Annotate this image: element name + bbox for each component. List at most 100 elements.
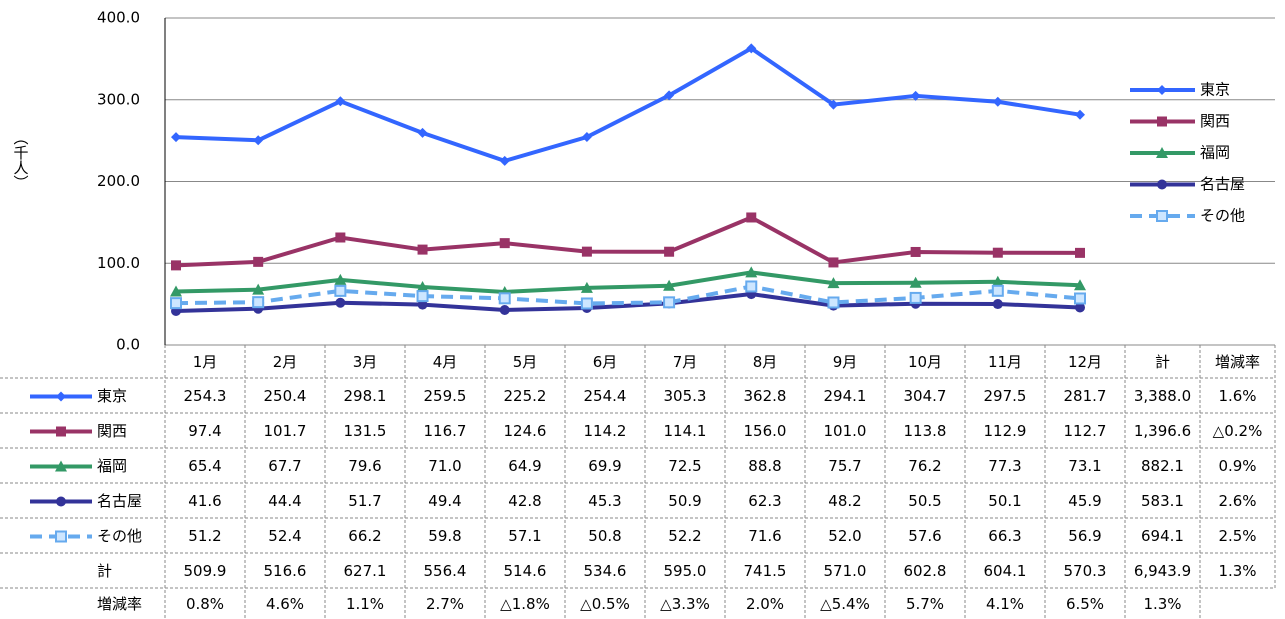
x-tick-label: 1月: [193, 353, 218, 371]
data-point: [828, 257, 839, 268]
row-label: 東京: [97, 387, 127, 405]
legend-label: 関西: [1200, 112, 1230, 130]
table-cell: 50.9: [668, 492, 701, 510]
row-label: 福岡: [97, 457, 127, 475]
data-point: [498, 292, 511, 305]
table-cell: 1.3%: [1143, 595, 1181, 613]
table-cell: 114.2: [584, 422, 627, 440]
table-cell: 6.5%: [1066, 595, 1104, 613]
table-cell: 2.7%: [426, 595, 464, 613]
table-cell: 114.1: [664, 422, 707, 440]
y-tick-label: 100.0: [97, 254, 140, 272]
data-point: [827, 277, 840, 289]
table-cell: 516.6: [264, 562, 307, 580]
table-cell: 882.1: [1141, 457, 1184, 475]
table-legend-marker: [56, 426, 66, 437]
table-cell: 112.9: [984, 422, 1027, 440]
table-cell: 59.8: [428, 527, 461, 545]
data-point: [909, 291, 922, 304]
data-point: [252, 283, 265, 295]
x-tick-label: 4月: [433, 353, 458, 371]
table-cell: 297.5: [984, 387, 1027, 405]
data-point: [746, 43, 757, 54]
y-tick-label: 400.0: [97, 9, 140, 27]
table-cell: 254.4: [584, 387, 627, 405]
table-cell: 101.7: [264, 422, 307, 440]
data-point: [991, 284, 1004, 297]
table-cell: 1,396.6: [1134, 422, 1191, 440]
row-label: その他: [97, 527, 142, 545]
data-point: [664, 90, 675, 101]
table-cell: 534.6: [584, 562, 627, 580]
data-point: [581, 246, 592, 257]
data-point: [171, 132, 181, 143]
legend-marker: [1157, 85, 1167, 95]
legend-label: 東京: [1200, 81, 1230, 99]
table-cell: 156.0: [744, 422, 787, 440]
data-point: [663, 296, 676, 309]
table-cell: 124.6: [504, 422, 547, 440]
table-cell: 3,388.0: [1134, 387, 1191, 405]
table-cell: 77.3: [988, 457, 1021, 475]
data-point: [991, 275, 1004, 287]
data-point: [663, 279, 676, 291]
data-point: [910, 90, 921, 101]
table-cell: 694.1: [1141, 527, 1184, 545]
data-point: [170, 285, 182, 297]
legend-label: その他: [1200, 207, 1245, 225]
data-point: [335, 297, 346, 308]
data-point: [253, 256, 264, 267]
table-cell: 50.8: [588, 527, 621, 545]
data-point: [745, 266, 758, 278]
table-cell: 112.7: [1064, 422, 1107, 440]
table-cell: 2.0%: [746, 595, 784, 613]
data-point: [334, 273, 347, 285]
data-point: [416, 280, 429, 292]
data-point: [1075, 302, 1085, 313]
table-cell: 741.5: [744, 562, 787, 580]
table-cell: 305.3: [664, 387, 707, 405]
x-tick-label: 11月: [988, 353, 1022, 371]
data-point: [745, 280, 758, 293]
table-cell: 71.0: [428, 457, 461, 475]
table-cell: 595.0: [664, 562, 707, 580]
table-cell: 509.9: [184, 562, 227, 580]
table-cell: 62.3: [748, 492, 781, 510]
table-cell: 131.5: [344, 422, 387, 440]
table-cell: 556.4: [424, 562, 467, 580]
data-point: [499, 238, 510, 249]
table-cell: 45.9: [1068, 492, 1101, 510]
data-point: [171, 260, 181, 271]
table-cell: 41.6: [188, 492, 221, 510]
table-cell: 73.1: [1068, 457, 1101, 475]
table-cell: 225.2: [504, 387, 547, 405]
legend-label: 名古屋: [1200, 175, 1245, 193]
table-cell: 571.0: [824, 562, 867, 580]
row-label: 名古屋: [97, 492, 142, 510]
data-point: [580, 297, 593, 310]
data-point: [664, 246, 675, 257]
table-cell: 97.4: [188, 422, 221, 440]
table-cell: 45.3: [588, 492, 621, 510]
data-point: [992, 299, 1003, 310]
y-tick-label: 0.0: [116, 336, 140, 354]
table-cell: 514.6: [504, 562, 547, 580]
table-cell: 75.7: [828, 457, 861, 475]
table-cell: 49.4: [428, 492, 461, 510]
series-line: [175, 270, 1081, 294]
table-cell: 66.2: [348, 527, 381, 545]
table-cell: 604.1: [984, 562, 1027, 580]
table-cell: 362.8: [744, 387, 787, 405]
table-cell: 44.4: [268, 492, 301, 510]
table-cell: 627.1: [344, 562, 387, 580]
data-point: [1074, 292, 1086, 305]
x-tick-label: 5月: [513, 353, 538, 371]
y-tick-label: 300.0: [97, 90, 140, 108]
table-cell: 6,943.9: [1134, 562, 1191, 580]
table-cell: 5.7%: [906, 595, 944, 613]
table-cell: 51.7: [348, 492, 381, 510]
series-line: [175, 215, 1081, 268]
table-cell: 116.7: [424, 422, 467, 440]
x-tick-label: 10月: [908, 353, 942, 371]
table-cell: 0.8%: [186, 595, 224, 613]
